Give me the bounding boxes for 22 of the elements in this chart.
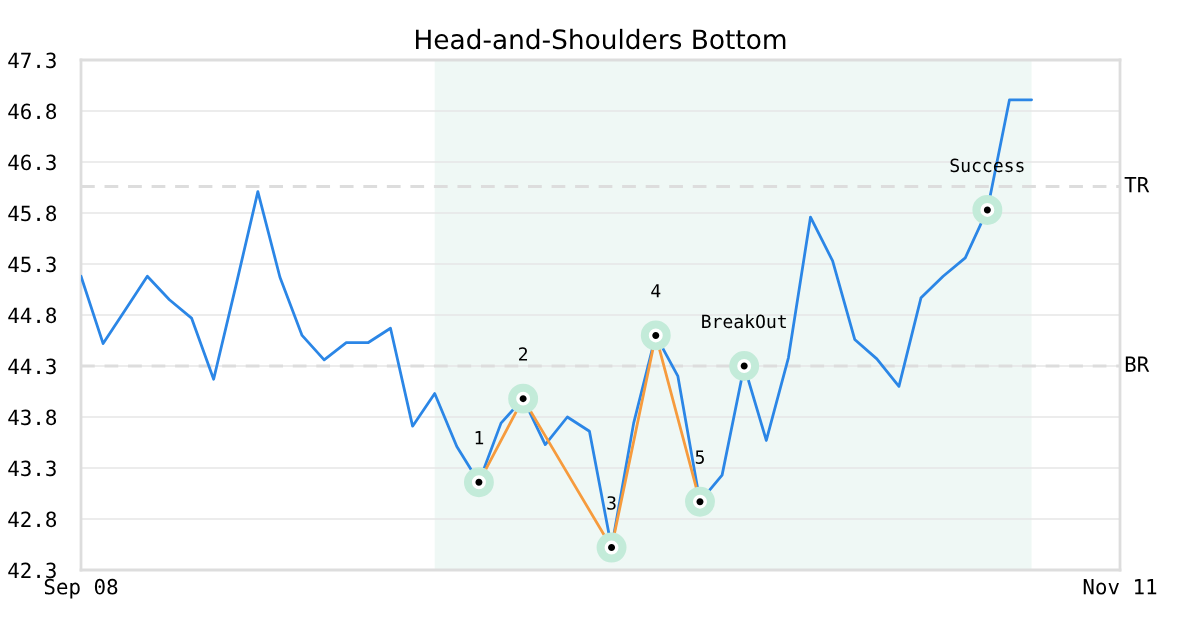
y-tick-label: 44.8 — [8, 307, 57, 324]
y-tick-label: 46.3 — [8, 154, 56, 171]
y-tick-label: 47.3 — [8, 52, 56, 69]
y-tick-label: 42.8 — [8, 511, 57, 528]
y-tick-label: 43.8 — [8, 409, 57, 426]
annotation: BreakOut — [702, 314, 786, 329]
chart-title: Head-and-Shoulders Bottom — [416, 28, 786, 50]
y-tick-label: 45.8 — [8, 205, 57, 222]
annotation: 3 — [607, 496, 616, 510]
annotation: 5 — [695, 450, 704, 464]
y-tick-label: 45.3 — [8, 256, 56, 273]
x-tick-label: Sep 08 — [44, 578, 118, 599]
y-tick-label: 44.3 — [8, 358, 56, 375]
annotation: 4 — [651, 284, 661, 298]
ref-line-label: BR — [1125, 356, 1150, 372]
y-tick-label: 46.8 — [8, 103, 57, 120]
annotation: 1 — [475, 431, 484, 445]
annotation: 2 — [519, 347, 528, 361]
y-tick-label: 43.3 — [8, 460, 56, 477]
x-tick-label: Nov 11 — [1083, 579, 1157, 595]
ref-line-label: TR — [1124, 177, 1150, 193]
y-tick-label: 42.3 — [8, 562, 56, 579]
